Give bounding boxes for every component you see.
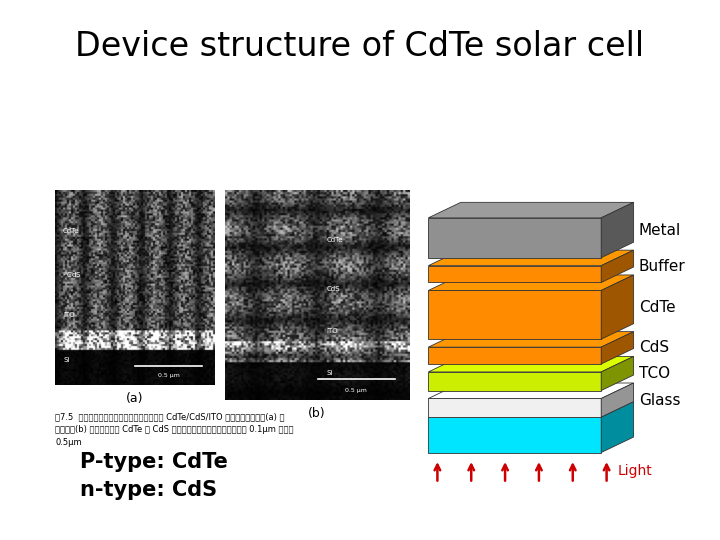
Polygon shape	[428, 399, 601, 417]
Polygon shape	[428, 202, 634, 218]
Polygon shape	[428, 218, 601, 258]
Text: Buffer: Buffer	[639, 259, 685, 274]
Polygon shape	[428, 332, 634, 347]
Text: CdTe: CdTe	[63, 228, 79, 234]
Text: n-type: CdS: n-type: CdS	[80, 480, 217, 500]
Polygon shape	[428, 417, 601, 453]
Text: Metal: Metal	[639, 222, 681, 238]
Polygon shape	[601, 275, 634, 339]
Text: ITO: ITO	[63, 312, 75, 318]
Polygon shape	[601, 356, 634, 390]
Polygon shape	[601, 202, 634, 258]
Text: CdS: CdS	[327, 286, 341, 292]
Text: (b): (b)	[308, 407, 326, 420]
Polygon shape	[601, 402, 634, 453]
Text: 图7.5  穿透式電子顯微鏡呈現以蒸鍍法製備之 CdTe/CdS/ITO 薄膜剖面微結構：(a) 熱: 图7.5 穿透式電子顯微鏡呈現以蒸鍍法製備之 CdTe/CdS/ITO 薄膜剖面…	[55, 412, 284, 421]
Text: $^a$CdS: $^a$CdS	[63, 270, 81, 280]
Polygon shape	[601, 383, 634, 417]
Polygon shape	[428, 356, 634, 372]
Polygon shape	[428, 291, 601, 339]
Text: 0.5 μm: 0.5 μm	[158, 373, 179, 378]
Text: Light: Light	[618, 464, 652, 478]
Polygon shape	[428, 402, 634, 417]
Polygon shape	[428, 266, 601, 282]
Text: P-type: CdTe: P-type: CdTe	[80, 452, 228, 472]
Text: CdS: CdS	[639, 340, 669, 355]
Text: ITO: ITO	[327, 328, 338, 334]
Polygon shape	[428, 347, 601, 364]
Text: 處理前；(b) 熱處理後，在 CdTe 與 CdS 薄膜層可觀察到晶粒之平均大小由 0.1μm 增加到: 處理前；(b) 熱處理後，在 CdTe 與 CdS 薄膜層可觀察到晶粒之平均大小…	[55, 425, 294, 434]
Polygon shape	[428, 275, 634, 291]
Polygon shape	[428, 250, 634, 266]
Polygon shape	[601, 332, 634, 364]
Text: Glass: Glass	[639, 393, 680, 408]
Text: Si: Si	[327, 370, 333, 376]
Polygon shape	[428, 372, 601, 390]
Text: 0.5 μm: 0.5 μm	[346, 388, 367, 393]
Polygon shape	[428, 383, 634, 399]
Text: CdTe: CdTe	[327, 238, 343, 244]
Text: (a): (a)	[126, 392, 144, 405]
Text: 0.5μm: 0.5μm	[55, 438, 81, 447]
Text: CdTe: CdTe	[639, 300, 675, 315]
Polygon shape	[601, 250, 634, 282]
Text: TCO: TCO	[639, 366, 670, 381]
Text: Device structure of CdTe solar cell: Device structure of CdTe solar cell	[76, 30, 644, 63]
Text: Si: Si	[63, 356, 69, 362]
